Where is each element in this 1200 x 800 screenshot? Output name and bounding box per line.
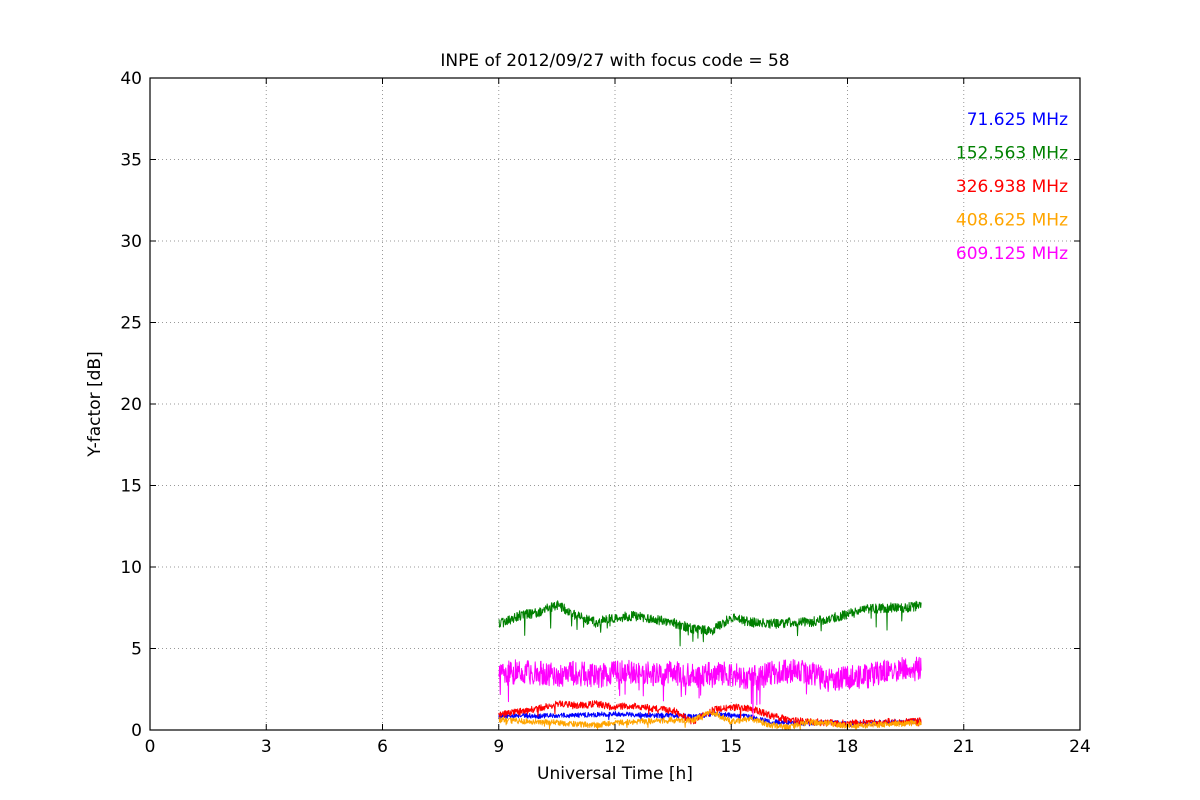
x-axis-label: Universal Time [h] <box>537 764 693 784</box>
legend: 71.625 MHz 152.563 MHz 326.938 MHz 408.625 … <box>956 110 1068 264</box>
y-tick-label: 10 <box>120 558 142 578</box>
y-tick-label: 0 <box>131 721 142 741</box>
chart-title: INPE of 2012/09/27 with focus code = 58 <box>440 51 789 71</box>
legend-entry-408-625-mhz: 408.625 MHz <box>956 211 1068 231</box>
y-tick-label: 5 <box>131 640 142 660</box>
x-tick-label: 21 <box>953 737 975 757</box>
series-layer <box>498 600 922 730</box>
series-line-152-563-mhz <box>498 600 922 647</box>
y-tick-label: 30 <box>120 232 142 252</box>
x-tick-label: 18 <box>837 737 859 757</box>
axes-border <box>149 77 1081 731</box>
x-tick-label: 3 <box>261 737 272 757</box>
y-tick-label: 40 <box>120 69 142 89</box>
x-tick-label: 0 <box>145 737 156 757</box>
series-line-609-125-mhz <box>498 656 922 717</box>
legend-entry-71-625-mhz: 71.625 MHz <box>967 110 1068 130</box>
x-tick-label: 24 <box>1069 737 1091 757</box>
legend-entry-326-938-mhz: 326.938 MHz <box>956 177 1068 197</box>
x-tick-label: 9 <box>493 737 504 757</box>
legend-entry-609-125-mhz: 609.125 MHz <box>956 244 1068 264</box>
y-axis-label: Y-factor [dB] <box>85 351 105 457</box>
legend-entry-152-563-mhz: 152.563 MHz <box>956 144 1068 164</box>
x-tick-label: 15 <box>720 737 742 757</box>
y-tick-label: 35 <box>120 151 142 171</box>
x-tick-label: 6 <box>377 737 388 757</box>
grid-layer <box>150 78 1080 730</box>
series-line-71-625-mhz <box>498 710 922 727</box>
tick-label-layer: 0 3 6 9 12 15 18 21 24 0 5 10 15 20 25 30 35 40 <box>120 69 1090 757</box>
x-tick-label: 12 <box>604 737 626 757</box>
series-line-408-625-mhz <box>498 709 922 730</box>
y-tick-label: 25 <box>120 314 142 334</box>
y-tick-label: 20 <box>120 395 142 415</box>
y-tick-label: 15 <box>120 477 142 497</box>
